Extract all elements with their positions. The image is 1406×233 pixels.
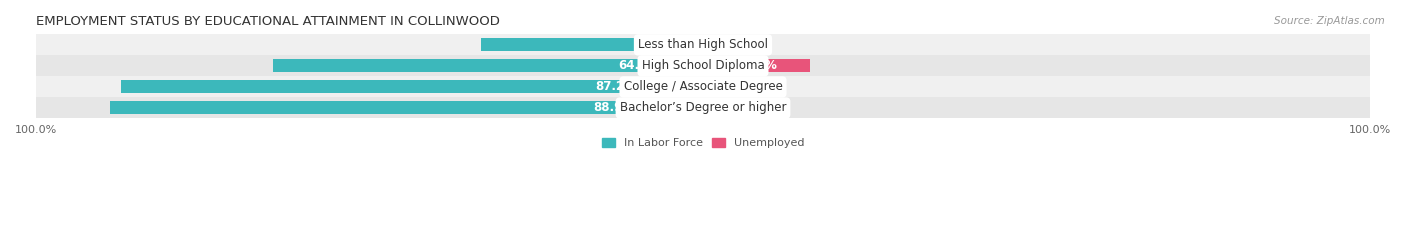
Text: 64.5%: 64.5% [617,59,659,72]
Bar [703,101,733,114]
Bar [481,38,703,51]
Bar [703,80,733,93]
Bar [273,59,703,72]
Bar [37,76,1369,97]
Bar [37,55,1369,76]
Text: 0.0%: 0.0% [742,101,773,114]
Bar [37,34,1369,55]
Text: Bachelor’s Degree or higher: Bachelor’s Degree or higher [620,101,786,114]
Bar [110,101,703,114]
Text: Less than High School: Less than High School [638,38,768,51]
Bar [703,38,733,51]
Text: EMPLOYMENT STATUS BY EDUCATIONAL ATTAINMENT IN COLLINWOOD: EMPLOYMENT STATUS BY EDUCATIONAL ATTAINM… [37,15,501,28]
Text: 0.0%: 0.0% [742,38,773,51]
Text: 33.3%: 33.3% [657,38,697,51]
Text: 87.2%: 87.2% [595,80,636,93]
Bar [121,80,703,93]
Text: High School Diploma: High School Diploma [641,59,765,72]
Text: College / Associate Degree: College / Associate Degree [624,80,782,93]
Text: 88.9%: 88.9% [593,101,634,114]
Bar [703,59,810,72]
Legend: In Labor Force, Unemployed: In Labor Force, Unemployed [598,134,808,153]
Bar [37,97,1369,118]
Text: 0.0%: 0.0% [742,80,773,93]
Text: 16.1%: 16.1% [737,59,778,72]
Text: Source: ZipAtlas.com: Source: ZipAtlas.com [1274,16,1385,26]
